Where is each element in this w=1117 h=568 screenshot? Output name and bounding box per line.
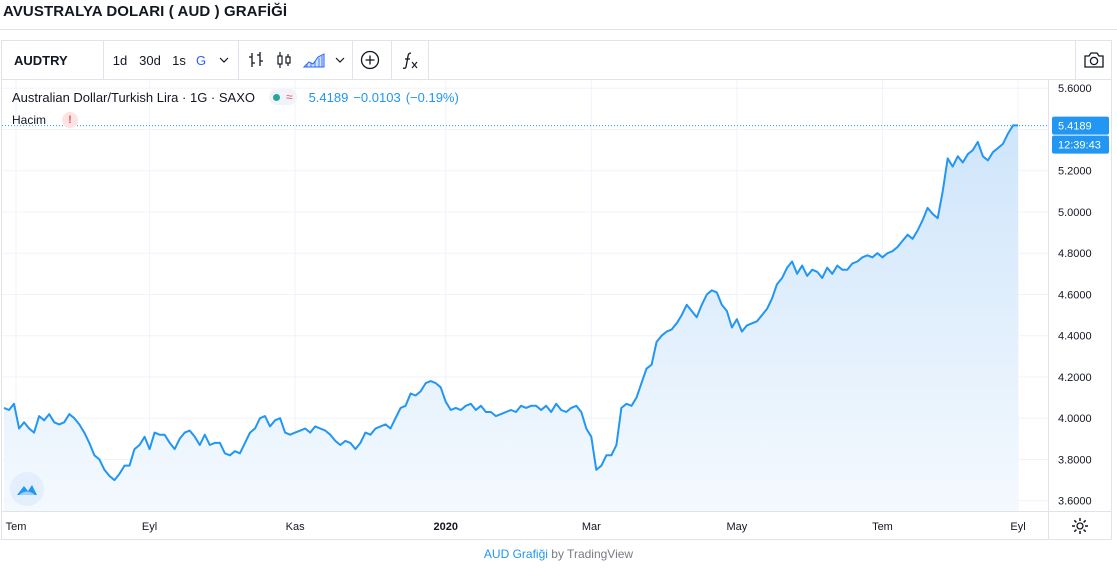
price-tick-label: 4.0000	[1058, 413, 1092, 425]
time-tick-label: 2020	[434, 521, 458, 533]
time-tick-label: Eyl	[142, 521, 157, 533]
toolbar-divider	[1075, 41, 1076, 79]
interval-30d-button[interactable]: 30d	[139, 52, 161, 68]
price-tick-label: 5.0000	[1058, 207, 1092, 219]
toolbar-divider	[391, 41, 392, 79]
time-tick-label: Kas	[286, 521, 305, 533]
chart-plot-area[interactable]: Australian Dollar/Turkish Lira · 1G · SA…	[2, 80, 1048, 511]
time-axis[interactable]: Tem Eyl Kas 2020 Mar May Tem Eyl	[2, 511, 1048, 539]
chevron-down-icon[interactable]	[214, 41, 234, 79]
time-tick-label: Tem	[6, 521, 27, 533]
area-chart-icon[interactable]	[300, 41, 328, 79]
legend-change: −0.0103	[353, 89, 401, 105]
time-axis-svg: Tem Eyl Kas 2020 Mar May Tem Eyl	[6, 521, 1026, 533]
time-tick-label: Eyl	[1010, 521, 1025, 533]
interval-1d-button[interactable]: 1d	[112, 52, 128, 68]
price-tick-label: 4.4000	[1058, 331, 1092, 343]
interval-g-button[interactable]: G	[195, 52, 207, 68]
price-axis-svg: 5.60005.40005.20005.00004.80004.60004.40…	[1052, 83, 1109, 508]
toolbar-divider	[352, 41, 353, 79]
price-tick-label: 5.2000	[1058, 166, 1092, 178]
delayed-data-icon: ≈	[285, 90, 293, 104]
main-series-legend: Australian Dollar/Turkish Lira · 1G · SA…	[12, 89, 464, 105]
countdown-badge	[1052, 135, 1109, 154]
toolbar-divider	[428, 41, 429, 79]
tradingview-attribution: by TradingView	[551, 547, 634, 561]
title-divider	[0, 29, 1117, 30]
countdown-badge-value: 12:39:43	[1058, 140, 1101, 152]
gear-icon	[1072, 517, 1088, 534]
add-compare-icon[interactable]	[358, 41, 382, 79]
indicators-icon[interactable]	[397, 41, 423, 79]
volume-label: Hacim	[12, 113, 47, 127]
legend-change-percent: (−0.19%)	[405, 89, 459, 105]
price-tick-label: 4.8000	[1058, 248, 1092, 260]
warning-icon[interactable]: !	[62, 112, 79, 128]
time-tick-label: Tem	[872, 521, 893, 533]
price-chart-svg	[2, 80, 1048, 511]
market-status-badge[interactable]: ≈	[268, 89, 297, 105]
price-tick-label: 4.6000	[1058, 289, 1092, 301]
volume-legend: Hacim !	[12, 112, 79, 128]
price-tick-label: 3.6000	[1058, 496, 1092, 508]
toolbar-divider	[103, 41, 104, 79]
last-price-badge-value: 5.4189	[1058, 121, 1092, 133]
page-title: AVUSTRALYA DOLARI ( AUD ) GRAFİĞİ	[3, 3, 288, 20]
price-tick-label: 3.8000	[1058, 454, 1092, 466]
candles-icon[interactable]	[272, 41, 296, 79]
legend-last-value: 5.4189	[308, 89, 349, 105]
camera-icon[interactable]	[1080, 41, 1108, 79]
symbol-search-button[interactable]: AUDTRY	[14, 52, 68, 68]
bar-chart-icon[interactable]	[244, 41, 268, 79]
price-area-fill	[4, 125, 1018, 511]
chart-footer: AUD Grafiği by TradingView	[0, 547, 1117, 561]
last-price-badge	[1052, 116, 1109, 135]
market-open-dot-icon	[272, 93, 280, 101]
symbol-description: Australian Dollar/Turkish Lira · 1G · SA…	[12, 89, 255, 105]
interval-1s-button[interactable]: 1s	[172, 52, 186, 68]
time-tick-label: May	[727, 521, 748, 533]
price-tick-label: 4.2000	[1058, 372, 1092, 384]
price-tick-label: 5.6000	[1058, 83, 1092, 95]
aud-chart-link[interactable]: AUD Grafiği	[483, 547, 548, 561]
price-axis[interactable]: 5.60005.40005.20005.00004.80004.60004.40…	[1048, 80, 1111, 511]
toolbar-divider	[238, 41, 239, 79]
chart-widget: AUDTRY 1d 30d 1s G	[1, 40, 1112, 540]
chart-toolbar: AUDTRY 1d 30d 1s G	[2, 41, 1111, 80]
legend-values: 5.4189 −0.0103 (−0.19%)	[309, 90, 464, 105]
chart-settings-button[interactable]	[1048, 511, 1111, 539]
time-tick-label: Mar	[582, 521, 601, 533]
chevron-down-icon[interactable]	[332, 41, 348, 79]
tradingview-logo-icon[interactable]	[10, 472, 44, 506]
